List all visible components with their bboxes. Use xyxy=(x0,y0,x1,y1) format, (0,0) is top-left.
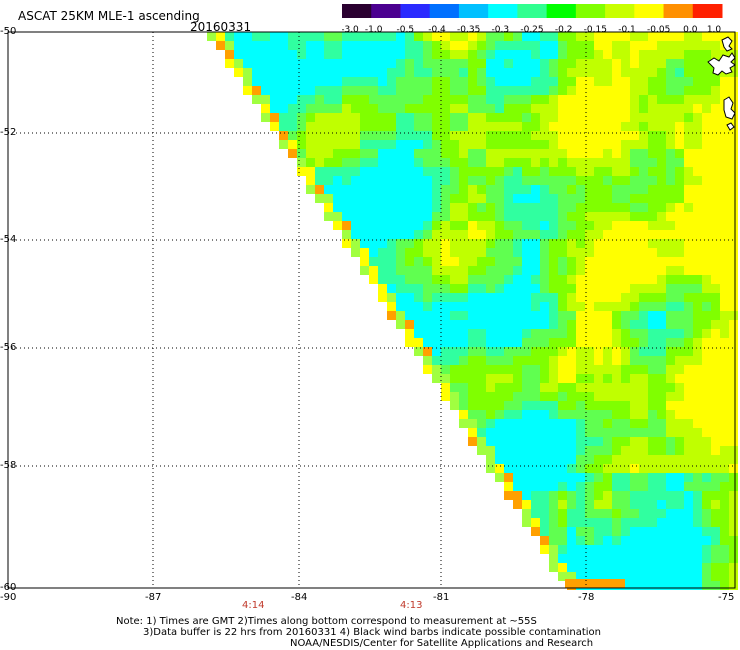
colorbar: -3.0 -1.0 -0.5 -0.4 -0.35 -0.3 -0.25 -0.2 -0.15 -… xyxy=(342,4,723,34)
map-plot xyxy=(7,31,738,590)
longitude-label: -78 xyxy=(578,592,595,603)
colorbar-tick-label: -3.0 xyxy=(342,25,359,34)
colorbar-segment xyxy=(342,4,372,18)
latitude-label: -52 xyxy=(0,127,17,138)
latitude-label: -56 xyxy=(0,342,17,353)
longitude-label: -81 xyxy=(433,592,450,603)
coastline-segment xyxy=(707,52,736,76)
colorbar-tick-label: -0.25 xyxy=(520,25,543,34)
coastline-segment xyxy=(721,36,733,52)
coastline-segment xyxy=(723,96,736,120)
gridlines xyxy=(8,32,735,588)
time-label: 4:14 xyxy=(242,600,265,611)
colorbar-tick-label: -0.4 xyxy=(428,25,446,34)
colorbar-segment xyxy=(692,4,723,18)
colorbar-tick-label: 0.0 xyxy=(683,25,698,34)
colorbar-tick-label: -0.05 xyxy=(647,25,670,34)
colorbar-segment xyxy=(458,4,489,18)
footnote-line-2: 3)Data buffer is 22 hrs from 20160331 4)… xyxy=(143,627,601,638)
wind-field xyxy=(207,32,738,590)
latitude-label: -60 xyxy=(0,582,17,593)
latitude-label: -50 xyxy=(0,26,17,37)
time-label: 4:13 xyxy=(400,600,423,611)
colorbar-tick-label: -0.1 xyxy=(618,25,636,34)
colorbar-tick-label: 1.0 xyxy=(707,25,722,34)
chart-date: 20160331 xyxy=(190,20,252,34)
colorbar-segment xyxy=(546,4,577,18)
colorbar-segment xyxy=(517,4,548,18)
colorbar-tick-label: -1.0 xyxy=(365,25,383,34)
colorbar-tick-label: -0.2 xyxy=(555,25,573,34)
latitude-label: -58 xyxy=(0,460,17,471)
coastline-segment xyxy=(726,122,735,131)
colorbar-segment xyxy=(634,4,665,18)
colorbar-segment xyxy=(605,4,635,18)
colorbar-tick-label: -0.35 xyxy=(457,25,480,34)
colorbar-tick-label: -0.15 xyxy=(584,25,607,34)
colorbar-segment xyxy=(575,4,606,18)
colorbar-segment xyxy=(400,4,431,18)
colorbar-segment xyxy=(429,4,460,18)
longitude-label: -90 xyxy=(0,592,17,603)
longitude-label: -84 xyxy=(291,592,308,603)
colorbar-segment xyxy=(663,4,694,18)
colorbar-segment xyxy=(488,4,518,18)
colorbar-tick-label: -0.5 xyxy=(397,25,415,34)
coastline xyxy=(707,36,736,131)
longitude-label: -75 xyxy=(718,592,735,603)
colorbar-tick-label: -0.3 xyxy=(492,25,510,34)
footnote-credit: NOAA/NESDIS/Center for Satellite Applica… xyxy=(290,638,594,649)
plot-frame xyxy=(7,31,736,589)
longitude-label: -87 xyxy=(145,592,162,603)
colorbar-segment xyxy=(371,4,401,18)
chart-title: ASCAT 25KM MLE-1 ascending xyxy=(18,9,200,23)
footnote-line-1: Note: 1) Times are GMT 2)Times along bot… xyxy=(116,616,537,627)
latitude-label: -54 xyxy=(0,234,17,245)
